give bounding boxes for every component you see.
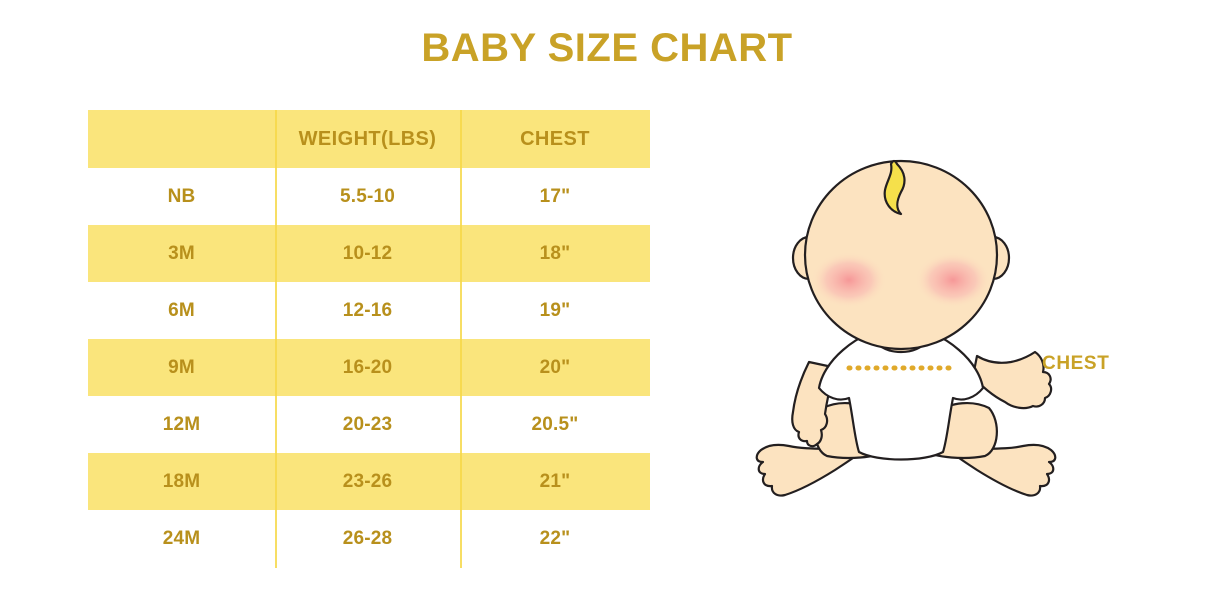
table-body: NB 5.5-10 17" 3M 10-12 18" 6M 12-16 19" … (88, 168, 650, 567)
page-title: BABY SIZE CHART (421, 26, 793, 70)
cell-chest: 20" (460, 339, 650, 396)
size-table-container: WEIGHT(LBS) CHEST NB 5.5-10 17" 3M 10-12… (88, 110, 650, 568)
cell-size: 18M (88, 453, 275, 510)
table-row: 12M 20-23 20.5" (88, 396, 650, 453)
cell-chest: 18" (460, 225, 650, 282)
column-divider-2 (460, 110, 462, 568)
cell-weight: 26-28 (275, 510, 460, 567)
baby-blush-right (915, 252, 991, 308)
table-row: 9M 16-20 20" (88, 339, 650, 396)
table-header: WEIGHT(LBS) CHEST (88, 110, 650, 168)
table-row: 18M 23-26 21" (88, 453, 650, 510)
cell-weight: 12-16 (275, 282, 460, 339)
column-header-weight: WEIGHT(LBS) (275, 110, 460, 168)
size-table: WEIGHT(LBS) CHEST NB 5.5-10 17" 3M 10-12… (88, 110, 650, 567)
cell-weight: 10-12 (275, 225, 460, 282)
baby-illustration (735, 150, 1075, 500)
table-row: 24M 26-28 22" (88, 510, 650, 567)
cell-size: 3M (88, 225, 275, 282)
cell-size: 9M (88, 339, 275, 396)
cell-weight: 16-20 (275, 339, 460, 396)
cell-weight: 5.5-10 (275, 168, 460, 225)
table-row: 3M 10-12 18" (88, 225, 650, 282)
table-row: NB 5.5-10 17" (88, 168, 650, 225)
column-header-chest: CHEST (460, 110, 650, 168)
cell-size: NB (88, 168, 275, 225)
cell-chest: 20.5" (460, 396, 650, 453)
chest-measure-label: CHEST (1042, 353, 1110, 374)
column-header-size (88, 110, 275, 168)
table-row: 6M 12-16 19" (88, 282, 650, 339)
cell-size: 6M (88, 282, 275, 339)
baby-hair-curl (883, 159, 906, 216)
cell-size: 12M (88, 396, 275, 453)
cell-weight: 20-23 (275, 396, 460, 453)
baby-right-arm (971, 350, 1053, 410)
baby-blush-left (811, 252, 887, 308)
cell-size: 24M (88, 510, 275, 567)
cell-weight: 23-26 (275, 453, 460, 510)
table-header-row: WEIGHT(LBS) CHEST (88, 110, 650, 168)
cell-chest: 19" (460, 282, 650, 339)
cell-chest: 17" (460, 168, 650, 225)
column-divider-1 (275, 110, 277, 568)
cell-chest: 21" (460, 453, 650, 510)
cell-chest: 22" (460, 510, 650, 567)
